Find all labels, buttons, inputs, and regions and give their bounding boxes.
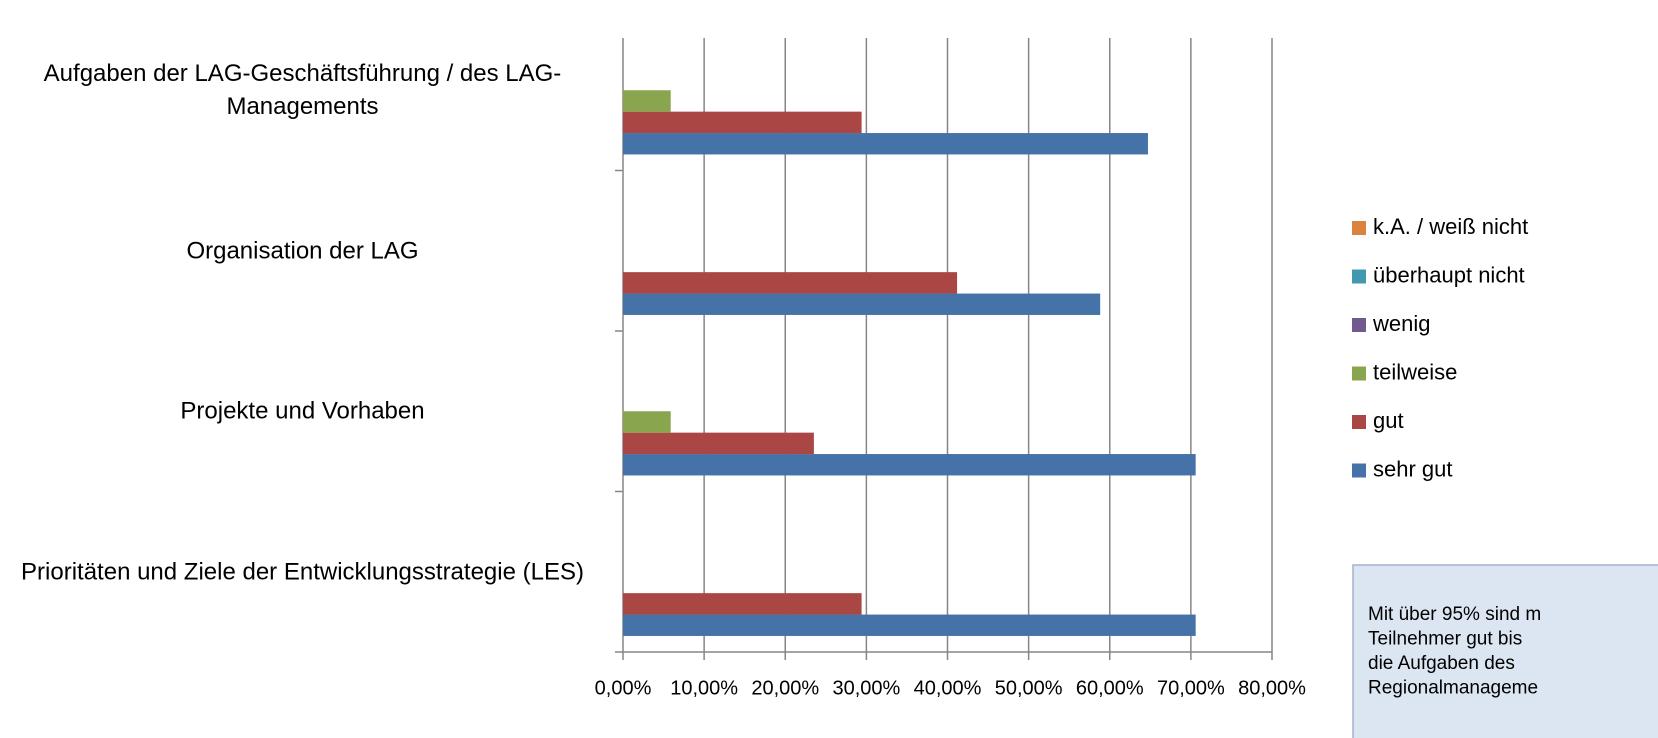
bar: [623, 614, 1196, 636]
annotation-text: Teilnehmer gut bis: [1368, 629, 1522, 650]
category-label: Organisation der LAG: [186, 237, 419, 265]
legend-swatch: [1352, 463, 1366, 478]
bar: [623, 111, 862, 134]
annotation-text: die Aufgaben des: [1368, 653, 1515, 674]
category-label: Aufgaben der LAG-Geschäftsführung / des …: [43, 60, 562, 121]
legend-swatch: [1352, 269, 1366, 284]
bar: [623, 411, 671, 433]
legend-swatch: [1352, 415, 1366, 429]
bar: [623, 454, 1196, 476]
bar: [623, 90, 671, 112]
x-tick-label: 0,00%: [595, 677, 652, 699]
bar: [623, 432, 814, 455]
legend-label: sehr gut: [1373, 456, 1453, 481]
x-tick-label: 80,00%: [1238, 677, 1306, 699]
x-tick-label: 30,00%: [832, 677, 900, 699]
x-tick-label: 60,00%: [1076, 677, 1144, 699]
legend-swatch: [1352, 318, 1366, 332]
legend-label: wenig: [1372, 311, 1430, 336]
legend-label: k.A. / weiß nicht: [1373, 214, 1528, 239]
x-tick-label: 10,00%: [670, 677, 738, 699]
bar: [623, 293, 1101, 315]
annotation-text: Regionalmanageme: [1368, 678, 1538, 699]
x-tick-label: 20,00%: [751, 677, 819, 699]
x-tick-label: 70,00%: [1157, 677, 1225, 699]
bar: [623, 133, 1148, 155]
category-label: Prioritäten und Ziele der Entwicklungsst…: [21, 558, 584, 586]
annotation-box: [1352, 564, 1658, 738]
legend-label: teilweise: [1373, 359, 1457, 384]
legend-label: gut: [1373, 408, 1404, 433]
bar: [623, 272, 958, 294]
x-tick-label: 50,00%: [995, 677, 1063, 699]
annotation-text: Mit über 95% sind m: [1368, 604, 1541, 625]
legend-label: überhaupt nicht: [1373, 262, 1525, 287]
x-tick-label: 40,00%: [914, 677, 982, 699]
category-label: Projekte und Vorhaben: [180, 397, 425, 425]
bar: [623, 593, 862, 615]
legend-swatch: [1352, 366, 1366, 381]
legend-swatch: [1352, 221, 1366, 235]
